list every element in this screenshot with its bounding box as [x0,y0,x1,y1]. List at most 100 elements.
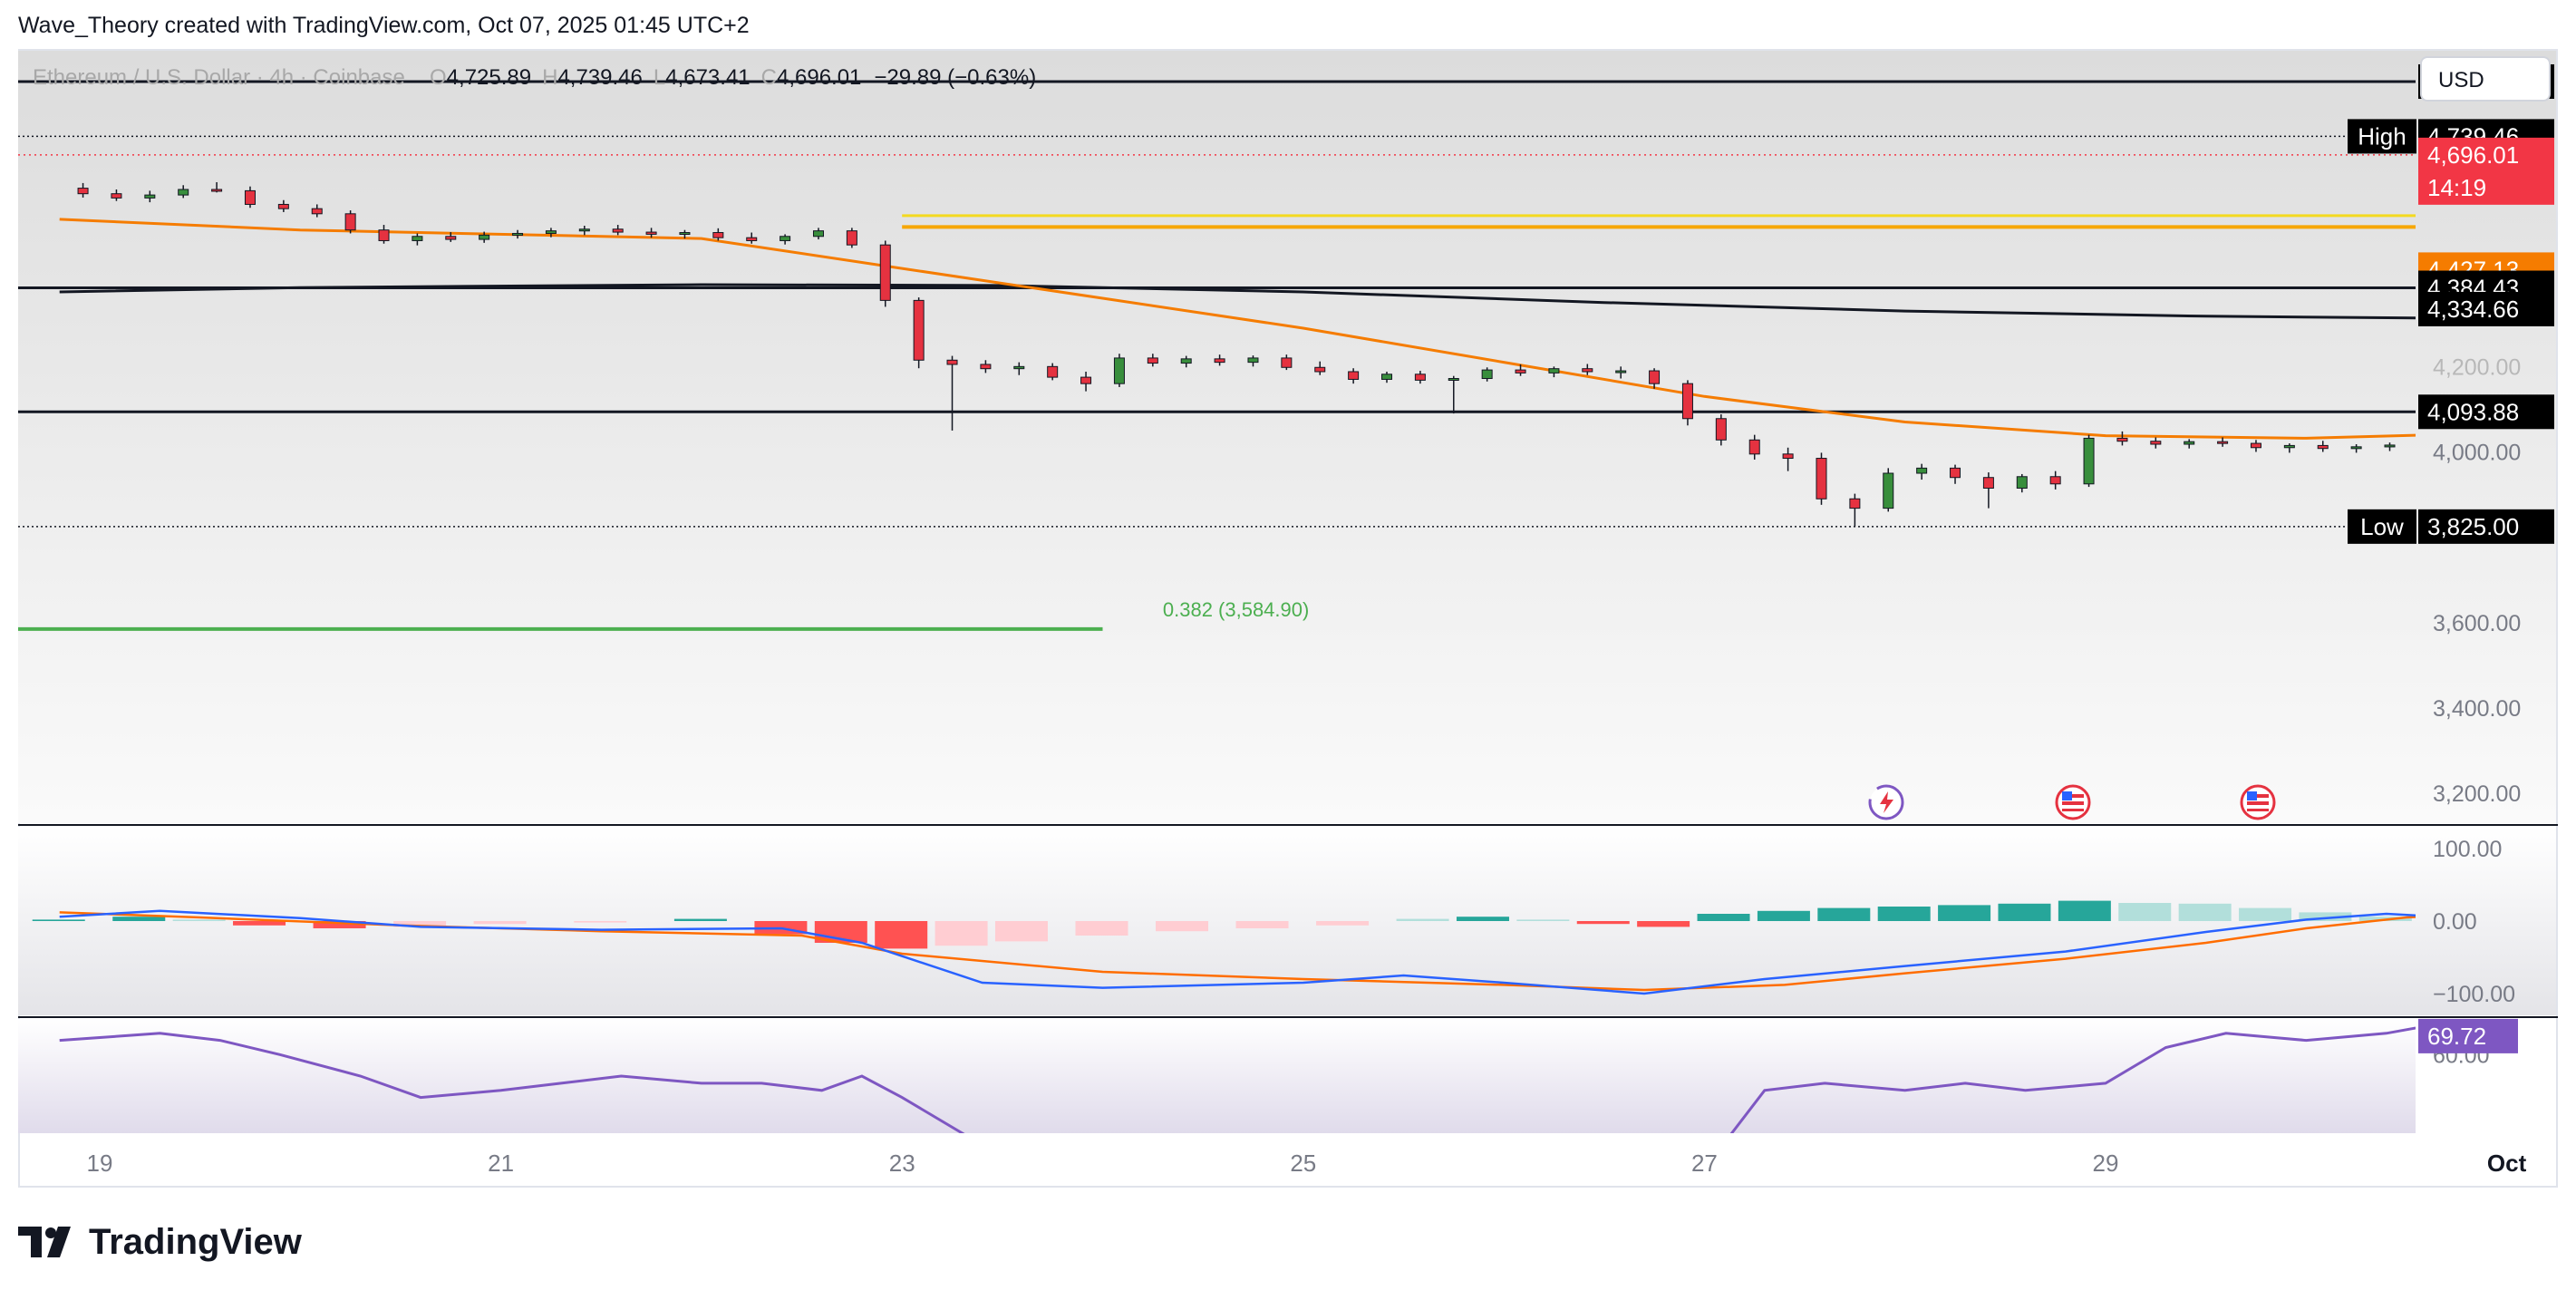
price-axis[interactable]: 4,000.00 3,600.00 3,400.00 3,200.00 4,200.00… [2348,63,2554,807]
candle-body [445,236,457,240]
rsi-value-box [2418,1018,2518,1053]
us-flag-event-icon[interactable] [2055,784,2091,820]
candle [1047,363,1059,381]
candle-body [378,229,390,241]
candle-body [1816,458,1827,500]
fib-level-label: 0.382 (3,584.90) [1163,598,1309,621]
candle [1113,354,1125,387]
candle [479,231,490,243]
macd-histogram-bar [994,921,1048,942]
candle-body [1080,376,1092,384]
time-tick-label: Oct [2487,1150,2527,1177]
price-tick-label: 3,400.00 [2433,696,2521,722]
candle-body [277,203,289,209]
candle-body [1348,371,1360,380]
time-tick-label: 29 [2093,1150,2119,1177]
candle-body [1247,357,1259,364]
candle-body [2317,444,2329,450]
candle [311,204,323,218]
candle [512,229,524,239]
candle [812,228,824,240]
candle [913,297,925,369]
macd-histogram-bar [935,921,988,946]
candle-body [712,232,724,238]
low-value: 4,673.41 [665,65,750,90]
macd-histogram-bar [1998,903,2051,921]
macd-histogram-bar [1316,921,1370,926]
tradingview-brand[interactable]: TradingView [18,1222,302,1263]
macd-histogram-bar [1697,914,1750,921]
candle [578,225,590,236]
candle-body [679,232,691,236]
macd-histogram-bar [1235,921,1289,928]
candle [244,186,256,209]
symbol-legend[interactable]: Ethereum / U.S. Dollar · 4h · Coinbase O… [33,65,1036,90]
currency-button[interactable]: USD [2420,56,2551,102]
candle-body [1548,368,1560,374]
candle-body [980,364,992,370]
macd-histogram-bar [2178,903,2232,921]
candle-body [812,230,824,238]
candle [1180,355,1192,368]
candle [412,233,423,246]
ohlc-values: O4,725.89 H4,739.46 L4,673.41 C4,696.01 −29.… [430,65,1036,90]
candle [1414,371,1426,384]
candle [2016,473,2028,493]
candle-body [578,228,590,232]
candle-body [1180,358,1192,364]
candle [1314,361,1326,375]
candle [1982,472,1994,509]
candle [1615,366,1627,379]
event-icons[interactable] [1868,784,2276,820]
lightning-event-icon[interactable] [1868,784,1904,820]
symbol-name[interactable]: Ethereum / U.S. Dollar · 4h · Coinbase [33,65,405,90]
candle [545,228,557,238]
candle [1715,414,1727,446]
candle-body [412,236,423,241]
candle-body [645,231,657,235]
macd-axis: 100.00 0.00 −100.00 [2433,837,2515,1007]
price-tag-label: Low [2360,513,2404,540]
candle [344,210,356,234]
candle [746,232,758,244]
candle [1381,371,1393,383]
candle-body [1715,418,1727,441]
moving-averages [59,218,2416,440]
close-label: C [761,65,777,90]
candle [1281,354,1293,371]
price-tag-box [2348,509,2416,544]
candle-body [1414,374,1426,381]
macd-tick-label: −100.00 [2433,982,2515,1007]
candle-body [1782,453,1794,460]
candle-body [1681,383,1693,420]
candle [1883,468,1894,512]
candle [612,225,624,236]
candle-body [2283,444,2295,449]
candle-body [879,244,891,301]
candle [1080,371,1092,392]
candle-body [2049,476,2061,485]
macd-histogram-bar [875,921,928,949]
time-axis[interactable]: 192123252729Oct357911 [87,1150,2576,1177]
macd-histogram-bar [1877,907,1931,921]
candle-body [311,208,323,215]
price-tick-label: 4,000.00 [2433,440,2521,465]
candle-body [2150,441,2162,445]
candle [2184,439,2195,449]
candle [2116,431,2128,446]
candle [846,228,857,248]
macd-histogram-bar [1637,921,1690,927]
macd-histogram-bar [1576,921,1630,925]
price-label-box [2418,394,2554,430]
macd-histogram-bar [574,921,627,923]
candle [2350,444,2362,453]
macd-histogram-bar [32,919,85,921]
chart-caption: Wave_Theory created with TradingView.com… [18,13,750,38]
us-flag-event-icon[interactable] [2240,784,2276,820]
price-label: 3,825.00 Low [2348,509,2554,544]
candle [780,234,791,245]
candle [712,228,724,241]
candle-body [780,236,791,241]
candle [1782,447,1794,471]
